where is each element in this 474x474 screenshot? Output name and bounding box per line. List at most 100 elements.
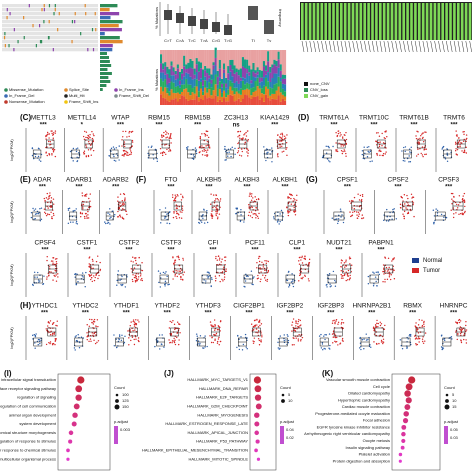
dot bbox=[224, 259, 226, 262]
dot bbox=[137, 278, 139, 280]
dot bbox=[182, 196, 184, 199]
stack-bar bbox=[214, 47, 217, 58]
legend-title: Count bbox=[114, 385, 126, 390]
stack-bar bbox=[193, 86, 196, 94]
dot bbox=[166, 218, 168, 221]
dot bbox=[332, 320, 334, 322]
dot bbox=[280, 133, 282, 135]
dot bbox=[292, 280, 294, 282]
dot bbox=[420, 152, 422, 155]
dot bbox=[337, 130, 340, 132]
stack-bar bbox=[248, 83, 251, 90]
dot bbox=[295, 337, 297, 339]
dot bbox=[90, 277, 93, 279]
dot bbox=[345, 152, 347, 155]
dot bbox=[113, 334, 115, 336]
dot bbox=[298, 280, 300, 282]
dot bbox=[54, 343, 56, 346]
legend-label: CNV_gain bbox=[310, 93, 328, 98]
dot bbox=[298, 334, 300, 336]
dot bbox=[33, 209, 35, 211]
dot bbox=[346, 273, 349, 276]
stack-bar bbox=[208, 50, 211, 69]
dot bbox=[211, 210, 213, 212]
onco-side bbox=[100, 12, 120, 16]
dot bbox=[124, 198, 126, 201]
panel-label: (I) bbox=[4, 369, 12, 378]
stack-bar bbox=[271, 64, 274, 68]
dot bbox=[118, 145, 120, 147]
dot bbox=[337, 132, 340, 135]
stack-bar bbox=[187, 73, 190, 85]
gene-title: YTHDC1 bbox=[31, 303, 57, 310]
stack-bar bbox=[273, 64, 276, 74]
dot bbox=[49, 341, 52, 343]
tick bbox=[364, 40, 367, 53]
stack-bar bbox=[281, 50, 284, 75]
dot bbox=[125, 130, 127, 133]
dot bbox=[31, 147, 34, 149]
dot bbox=[132, 256, 134, 258]
dot bbox=[207, 271, 210, 274]
dot bbox=[454, 143, 457, 145]
stack-bar bbox=[256, 77, 259, 87]
onco-cell bbox=[58, 12, 60, 16]
dot bbox=[389, 278, 392, 281]
dot bbox=[415, 322, 417, 324]
dot bbox=[165, 271, 167, 273]
dot bbox=[329, 283, 331, 285]
dot bbox=[337, 321, 340, 324]
stack-bar bbox=[269, 95, 272, 101]
stack-bar bbox=[220, 87, 224, 93]
dot bbox=[352, 211, 354, 214]
dot bbox=[95, 260, 98, 263]
dot bbox=[212, 194, 215, 196]
gene-title: RBM15 bbox=[148, 115, 170, 122]
stack-bar bbox=[279, 92, 282, 102]
dot bbox=[230, 155, 232, 158]
stack-bar bbox=[277, 76, 280, 87]
onco-cell bbox=[41, 8, 43, 12]
dot bbox=[130, 151, 133, 154]
dot bbox=[168, 150, 170, 152]
stack-bar bbox=[212, 79, 215, 91]
dot bbox=[32, 338, 34, 340]
dot bbox=[277, 341, 279, 344]
stack-bar bbox=[168, 101, 171, 105]
dot bbox=[361, 153, 364, 156]
dot bbox=[91, 322, 93, 324]
stack-bar bbox=[250, 80, 253, 84]
dot bbox=[244, 280, 247, 282]
dot bbox=[446, 160, 449, 163]
dot bbox=[112, 153, 115, 156]
dot bbox=[408, 335, 410, 337]
dot bbox=[375, 280, 377, 283]
cnv-bar bbox=[382, 3, 386, 40]
stack-bar bbox=[279, 77, 282, 82]
onco-side bbox=[100, 32, 105, 36]
stack-bar bbox=[265, 70, 268, 75]
dot bbox=[455, 212, 457, 214]
dot bbox=[277, 134, 279, 136]
onco-side bbox=[100, 40, 123, 44]
dot bbox=[50, 211, 52, 214]
dot bbox=[458, 140, 461, 142]
dot bbox=[458, 195, 461, 197]
stack-bar bbox=[269, 87, 272, 96]
dot bbox=[115, 338, 117, 340]
dot bbox=[172, 257, 174, 259]
stack-bar bbox=[210, 95, 213, 99]
stack-bar bbox=[229, 65, 232, 72]
dot bbox=[57, 273, 59, 275]
dot bbox=[404, 390, 411, 397]
dot bbox=[90, 274, 93, 276]
dot bbox=[347, 269, 350, 272]
class-label: T>C bbox=[188, 38, 196, 43]
stack-bar bbox=[164, 50, 167, 63]
dot bbox=[409, 151, 411, 153]
dot bbox=[92, 149, 95, 152]
dot bbox=[385, 130, 387, 132]
stack-bar bbox=[241, 50, 245, 58]
dot bbox=[93, 279, 96, 282]
dot bbox=[77, 376, 85, 384]
